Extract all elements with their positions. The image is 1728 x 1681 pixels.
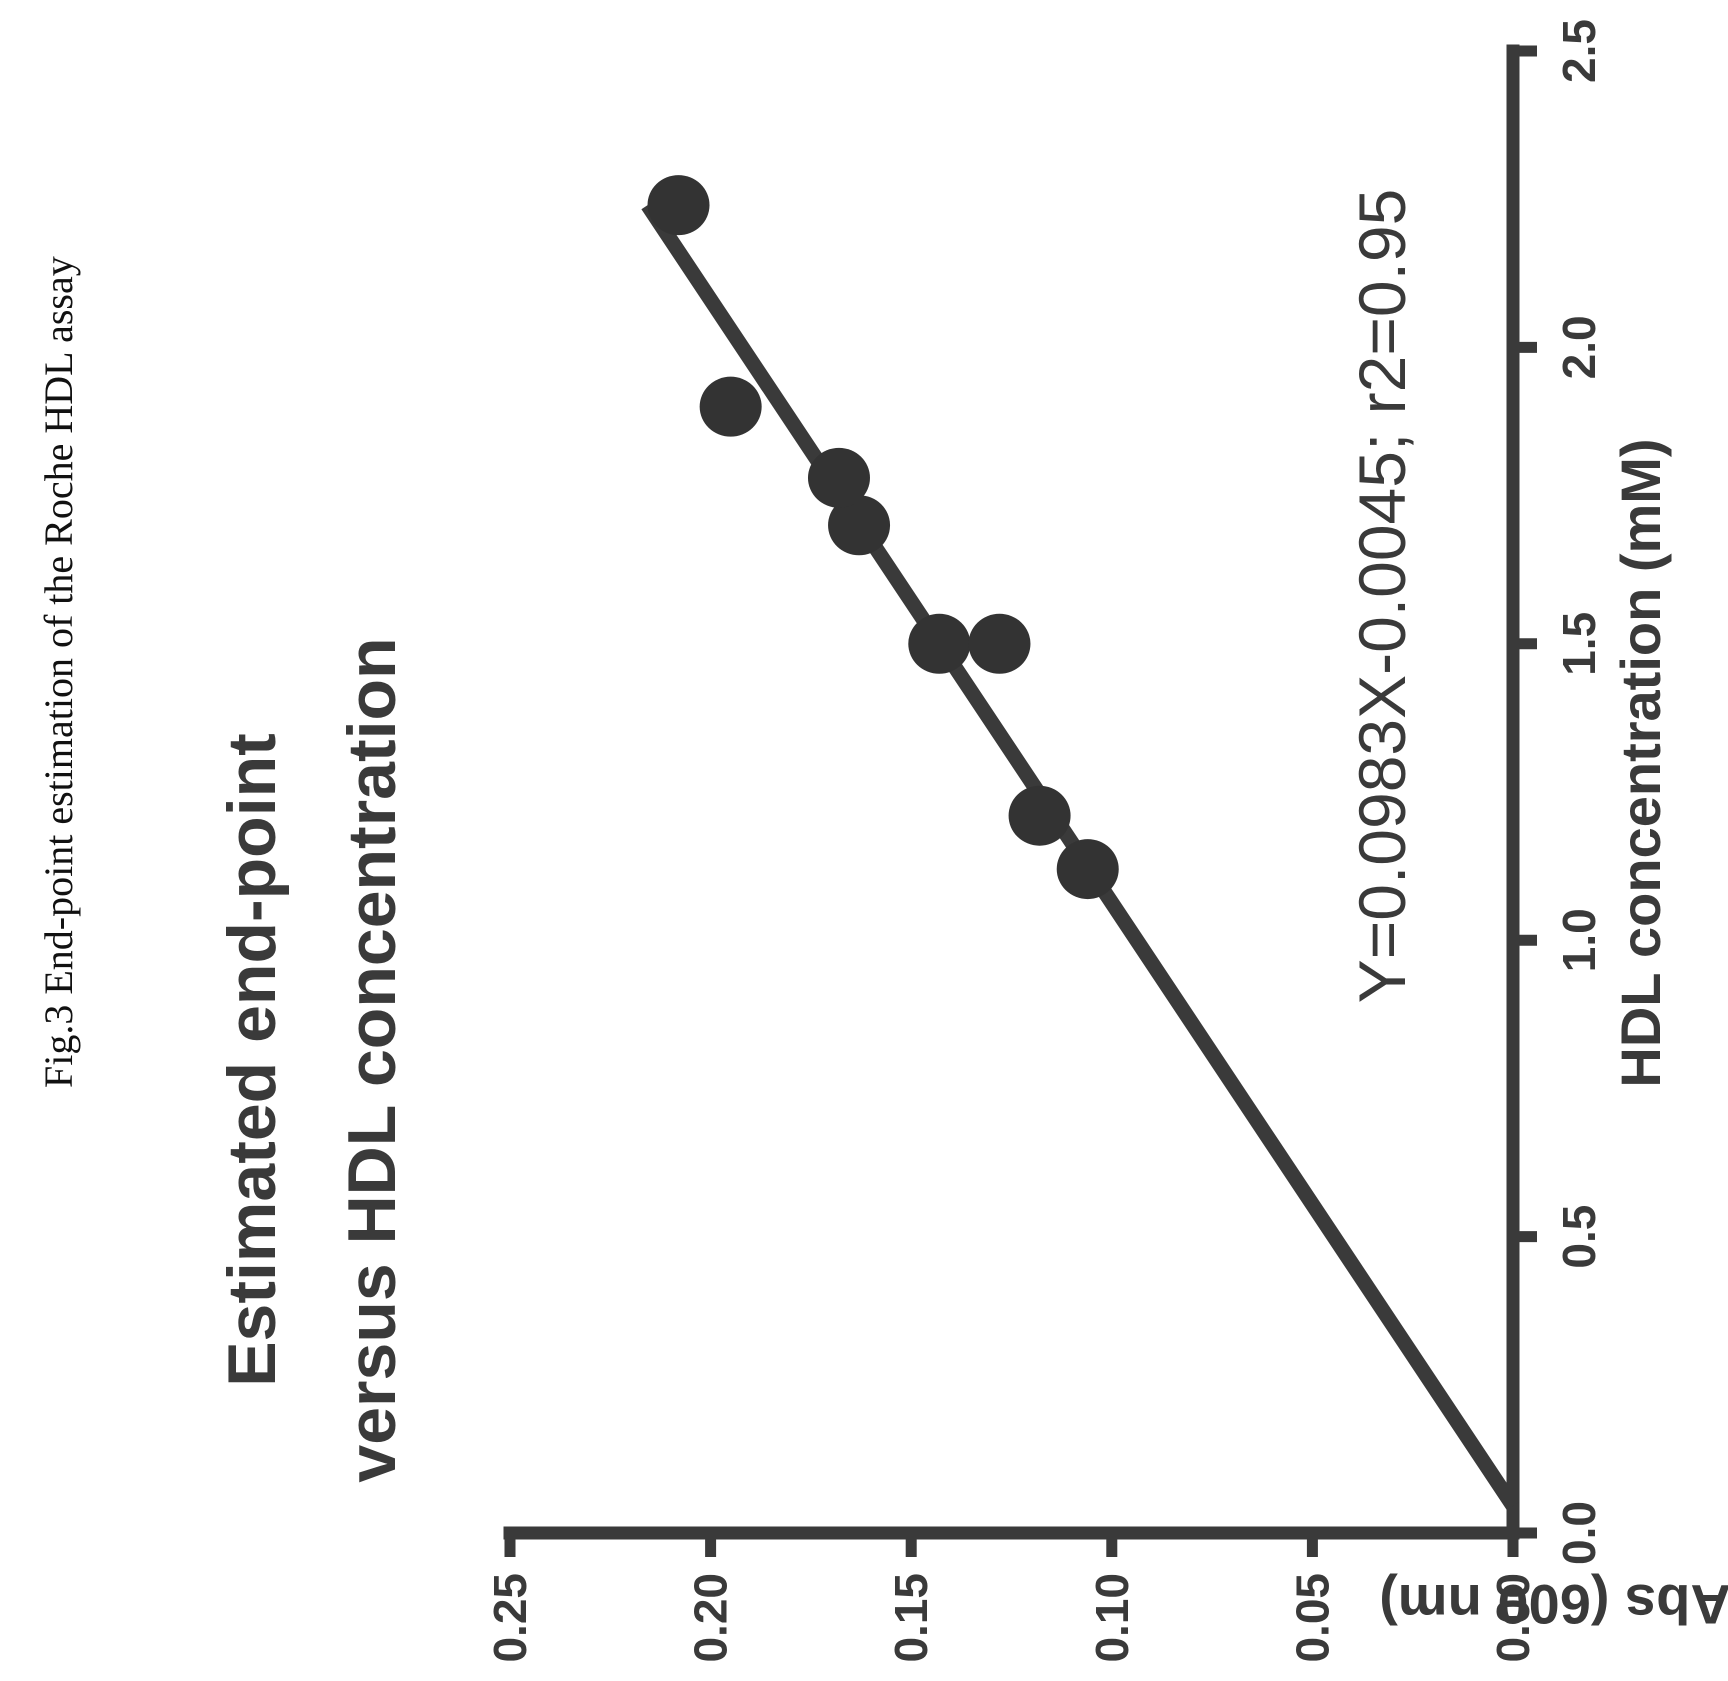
- figure-caption: Fig.3 End-point estimation of the Roche …: [36, 256, 81, 1088]
- x-tick-label: 2.5: [1553, 19, 1605, 83]
- x-axis-label: HDL concentration (mM): [1609, 438, 1672, 1087]
- y-tick-label: 0.15: [885, 1573, 937, 1663]
- chart-text: Estimated end-point versus HDL concentra…: [214, 189, 1728, 1636]
- chart-title-line-2: versus HDL concentration: [334, 637, 410, 1482]
- y-axis-label: Abs (600 nm): [1379, 1573, 1728, 1636]
- data-point: [908, 613, 971, 674]
- data-points: [647, 175, 1119, 900]
- data-point: [647, 175, 710, 236]
- data-point: [968, 613, 1031, 674]
- y-tick-label: 0.25: [484, 1573, 536, 1663]
- x-tick-label: 2.0: [1553, 315, 1605, 379]
- x-tick-label: 1.5: [1553, 612, 1605, 676]
- axes: 0.0 0.5 1.0 1.5 2.0 2.5 0.00 0.05 0.10 0.15 0.20 0.…: [484, 19, 1605, 1663]
- plot-area: 0.0 0.5 1.0 1.5 2.0 2.5 0.00 0.05 0.10 0.15 0.20 0.…: [214, 19, 1728, 1663]
- x-tick-label: 0.0: [1553, 1501, 1605, 1565]
- data-point: [828, 495, 891, 556]
- data-point: [1008, 785, 1071, 846]
- x-tick-label: 0.5: [1553, 1205, 1605, 1269]
- data-point: [807, 447, 870, 508]
- fit-equation: Y=0.0983X-0.0045; r2=0.95: [1345, 189, 1419, 1004]
- y-tick-label: 0.20: [685, 1573, 737, 1663]
- data-point: [699, 376, 762, 437]
- y-tick-label: 0.10: [1086, 1573, 1138, 1663]
- data-point: [1056, 839, 1119, 900]
- x-tick-label: 1.0: [1553, 908, 1605, 972]
- y-tick-label: 0.05: [1286, 1573, 1338, 1663]
- y-tick-label: 0.00: [1487, 1573, 1539, 1663]
- chart-title-line-1: Estimated end-point: [214, 733, 290, 1387]
